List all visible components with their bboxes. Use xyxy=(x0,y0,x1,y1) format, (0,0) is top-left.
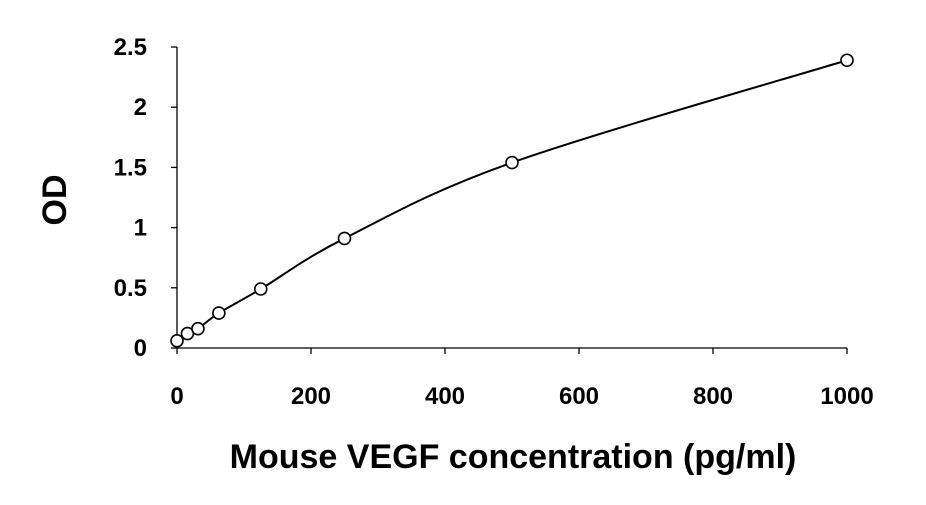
data-point xyxy=(505,155,519,170)
data-point xyxy=(212,306,226,320)
y-tick-label: 0 xyxy=(134,335,147,362)
x-axis-title: Mouse VEGF concentration (pg/ml) xyxy=(230,438,797,476)
y-tick-label: 1 xyxy=(134,215,147,242)
y-ticks: 0 0.5 1 1.5 2 2.5 xyxy=(114,34,177,362)
data-point xyxy=(253,282,268,296)
y-tick-label: 2 xyxy=(134,94,147,121)
x-tick-label: 800 xyxy=(693,383,733,410)
fit-curve xyxy=(176,59,848,342)
x-tick-label: 1000 xyxy=(820,383,873,410)
data-point xyxy=(840,53,854,68)
y-tick-label: 0.5 xyxy=(114,275,147,302)
data-point xyxy=(337,231,352,246)
x-tick-label: 600 xyxy=(559,383,599,410)
x-tick-label: 400 xyxy=(425,383,465,410)
data-point xyxy=(170,333,184,348)
x-tick-label: 200 xyxy=(291,383,331,410)
y-tick-label: 1.5 xyxy=(114,154,147,181)
x-tick-label: 0 xyxy=(170,383,183,410)
y-tick-label: 2.5 xyxy=(114,34,147,61)
y-axis-title: OD xyxy=(36,175,74,226)
x-ticks: 0 200 400 600 800 1000 xyxy=(170,348,874,410)
axes xyxy=(176,47,847,349)
plot-area xyxy=(170,53,854,348)
data-point xyxy=(191,321,205,336)
